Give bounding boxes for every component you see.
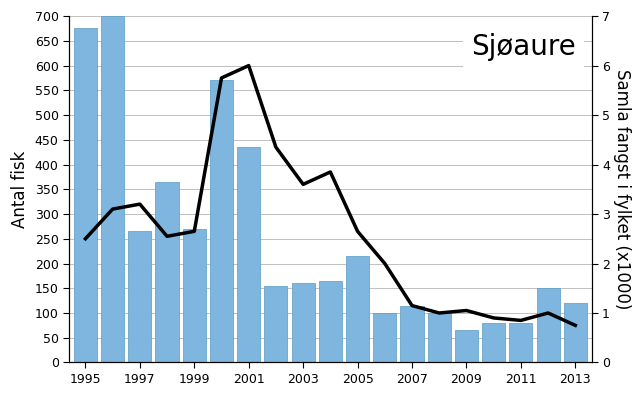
Bar: [537, 288, 560, 362]
Bar: [128, 231, 152, 362]
Bar: [346, 256, 369, 362]
Bar: [155, 182, 178, 362]
Bar: [101, 16, 124, 362]
Y-axis label: Antal fisk: Antal fisk: [11, 150, 29, 228]
Bar: [401, 306, 424, 362]
Bar: [428, 313, 451, 362]
Bar: [564, 303, 587, 362]
Bar: [74, 29, 97, 362]
Bar: [373, 313, 396, 362]
Text: Sjøaure: Sjøaure: [471, 33, 576, 62]
Bar: [237, 147, 260, 362]
Bar: [319, 281, 342, 362]
Bar: [509, 323, 532, 362]
Bar: [210, 81, 233, 362]
Bar: [291, 283, 315, 362]
Bar: [265, 286, 288, 362]
Bar: [183, 229, 206, 362]
Bar: [455, 330, 478, 362]
Y-axis label: Samla fangst i fylket (x1000): Samla fangst i fylket (x1000): [613, 69, 631, 310]
Bar: [482, 323, 505, 362]
